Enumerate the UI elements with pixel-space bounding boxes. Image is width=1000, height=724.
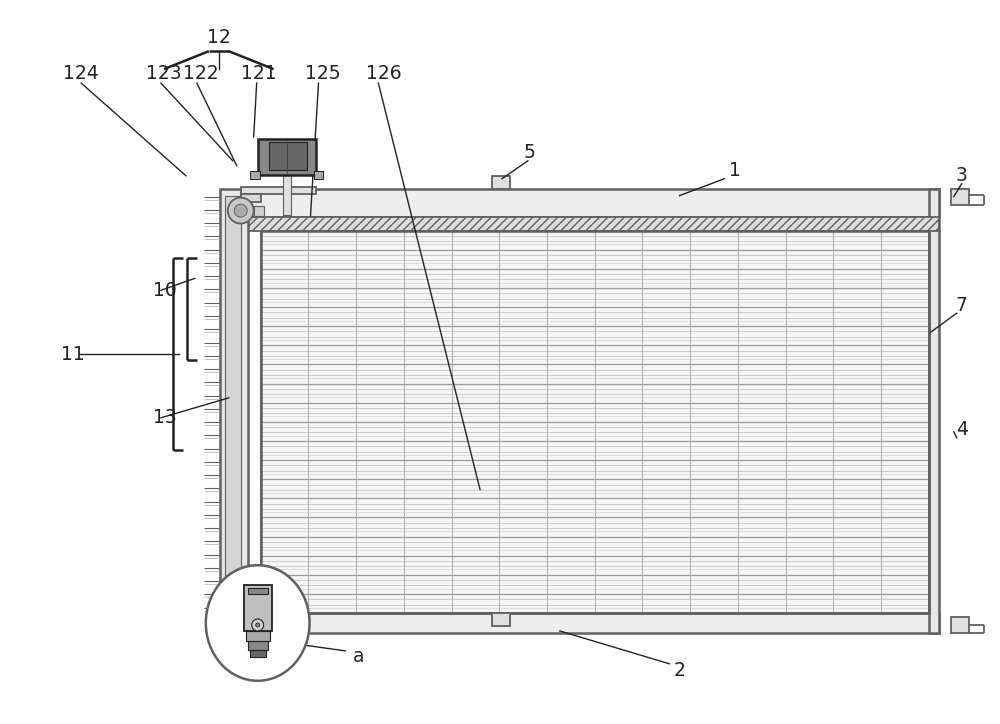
Bar <box>951 617 969 633</box>
Bar <box>246 613 939 633</box>
Ellipse shape <box>206 565 310 681</box>
Text: 4: 4 <box>956 420 968 439</box>
Bar <box>246 631 270 641</box>
Circle shape <box>256 623 260 627</box>
Bar <box>929 189 939 633</box>
Circle shape <box>228 198 254 224</box>
Text: 2: 2 <box>674 661 685 681</box>
Text: 122: 122 <box>183 64 219 83</box>
Bar <box>246 216 939 230</box>
Text: 10: 10 <box>153 281 177 300</box>
Bar <box>248 588 268 594</box>
Bar <box>951 189 969 205</box>
Text: 125: 125 <box>305 64 340 83</box>
Bar <box>250 650 266 657</box>
Text: 124: 124 <box>63 64 99 83</box>
Text: 5: 5 <box>524 143 536 162</box>
Text: 126: 126 <box>366 64 401 83</box>
Circle shape <box>234 204 247 217</box>
Bar <box>254 206 264 216</box>
Text: 1: 1 <box>729 161 741 180</box>
Bar <box>248 641 268 650</box>
Bar <box>222 607 246 627</box>
Bar <box>492 176 510 189</box>
Bar <box>241 193 261 201</box>
Bar <box>246 189 939 216</box>
Bar <box>258 139 316 174</box>
Text: 13: 13 <box>153 408 177 427</box>
Bar <box>314 171 323 179</box>
Bar <box>261 230 929 613</box>
Text: 11: 11 <box>61 345 85 363</box>
Circle shape <box>252 619 264 631</box>
Text: 7: 7 <box>956 295 968 315</box>
Text: 123: 123 <box>146 64 182 83</box>
Bar <box>492 613 510 626</box>
Text: 3: 3 <box>956 167 968 185</box>
Bar <box>250 171 260 179</box>
Text: 121: 121 <box>241 64 276 83</box>
Bar <box>283 174 291 214</box>
Bar <box>225 195 241 622</box>
Bar <box>261 230 929 613</box>
Bar <box>244 585 272 631</box>
Bar <box>241 187 316 193</box>
Text: a: a <box>353 647 364 666</box>
Bar <box>220 189 248 627</box>
Bar <box>269 142 307 169</box>
Text: 12: 12 <box>207 28 231 47</box>
